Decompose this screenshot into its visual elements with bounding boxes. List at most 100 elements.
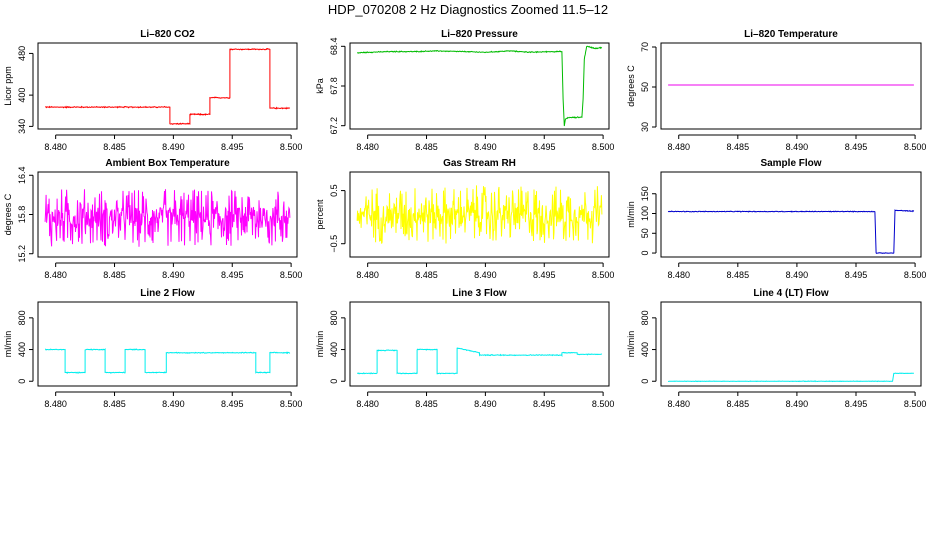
chart-panel-3: Li–820 Temperature degrees C 30 50 70 8.480 8.… bbox=[626, 29, 926, 152]
figure-title: HDP_070208 2 Hz Diagnostics Zoomed 11.5–… bbox=[328, 2, 608, 17]
plot-frame bbox=[660, 42, 922, 130]
panel-title: Li–820 Pressure bbox=[441, 29, 518, 40]
y-tick-label: 0 bbox=[640, 379, 650, 384]
x-tick-label: 8.495 bbox=[845, 270, 868, 280]
x-tick-label: 8.500 bbox=[592, 270, 615, 280]
panel-title: Line 4 (LT) Flow bbox=[753, 288, 829, 299]
x-tick-label: 8.495 bbox=[533, 399, 556, 409]
x-tick-label: 8.480 bbox=[667, 399, 690, 409]
x-tick-label: 8.495 bbox=[845, 399, 868, 409]
chart-panel-2: Li–820 Pressure kPa 67.2 67.8 68.4 8.480 8.485… bbox=[315, 29, 614, 152]
chart-panel-7: Line 2 Flow ml/min 0 400 800 8.480 8.485 8.490 8… bbox=[3, 288, 302, 409]
plot-frame bbox=[660, 301, 922, 387]
x-tick-label: 8.485 bbox=[103, 270, 126, 280]
y-tick-label: 800 bbox=[640, 310, 650, 325]
series-line bbox=[44, 347, 291, 374]
y-axis-label: kPa bbox=[315, 78, 325, 94]
y-axis-label: ml/min bbox=[626, 331, 636, 358]
y-axis-label: percent bbox=[315, 199, 325, 230]
y-tick-label: 400 bbox=[17, 88, 27, 103]
series-line bbox=[45, 48, 291, 126]
x-tick-label: 8.485 bbox=[415, 270, 438, 280]
x-tick-label: 8.500 bbox=[280, 270, 303, 280]
series-line bbox=[667, 372, 914, 383]
panel-title: Gas Stream RH bbox=[443, 158, 516, 169]
y-tick-label: 0 bbox=[329, 379, 339, 384]
plot-frame bbox=[37, 301, 298, 387]
chart-panel-6: Sample Flow ml/min 0 50 100 150 8.480 8.485 8.49… bbox=[626, 158, 926, 280]
plot-frame bbox=[37, 171, 298, 258]
x-tick-label: 8.480 bbox=[44, 142, 67, 152]
y-axis-label: ml/min bbox=[3, 331, 13, 358]
y-tick-label: 68.4 bbox=[329, 38, 339, 56]
x-tick-label: 8.500 bbox=[592, 142, 615, 152]
y-tick-label: 800 bbox=[329, 310, 339, 325]
y-tick-label: 30 bbox=[640, 122, 650, 132]
x-tick-label: 8.495 bbox=[221, 142, 244, 152]
chart-panel-8: Line 3 Flow ml/min 0 400 800 8.480 8.485 8.490 8… bbox=[315, 288, 614, 409]
plot-frame bbox=[349, 301, 610, 387]
y-tick-label: 15.2 bbox=[17, 245, 27, 263]
x-tick-label: 8.485 bbox=[415, 399, 438, 409]
x-tick-label: 8.490 bbox=[162, 142, 185, 152]
y-tick-label: 0 bbox=[640, 251, 650, 256]
x-tick-label: 8.490 bbox=[474, 142, 497, 152]
x-tick-label: 8.490 bbox=[786, 270, 809, 280]
y-tick-label: 400 bbox=[17, 342, 27, 357]
panel-title: Sample Flow bbox=[760, 158, 821, 169]
panel-title: Li–820 CO2 bbox=[140, 29, 195, 40]
y-axis-label: ml/min bbox=[315, 331, 325, 358]
x-tick-label: 8.485 bbox=[415, 142, 438, 152]
y-tick-label: 50 bbox=[640, 228, 650, 238]
x-tick-label: 8.500 bbox=[280, 142, 303, 152]
x-tick-label: 8.490 bbox=[786, 142, 809, 152]
x-tick-label: 8.490 bbox=[162, 399, 185, 409]
x-tick-label: 8.480 bbox=[356, 142, 379, 152]
chart-panel-4: Ambient Box Temperature degrees C 15.2 15.8… bbox=[3, 158, 302, 280]
y-tick-label: 67.2 bbox=[329, 117, 339, 135]
y-tick-label: 480 bbox=[17, 46, 27, 61]
panel-title: Line 3 Flow bbox=[452, 288, 507, 299]
series-line bbox=[356, 185, 603, 244]
x-tick-label: 8.485 bbox=[727, 270, 750, 280]
series-line bbox=[357, 347, 603, 375]
x-tick-label: 8.500 bbox=[904, 142, 927, 152]
x-tick-label: 8.500 bbox=[280, 399, 303, 409]
y-tick-label: 0 bbox=[17, 379, 27, 384]
x-tick-label: 8.490 bbox=[786, 399, 809, 409]
x-tick-label: 8.495 bbox=[221, 270, 244, 280]
y-axis-label: degrees C bbox=[626, 65, 636, 107]
x-tick-label: 8.485 bbox=[727, 142, 750, 152]
panel-title: Li–820 Temperature bbox=[744, 29, 838, 40]
x-tick-label: 8.480 bbox=[44, 270, 67, 280]
x-tick-label: 8.495 bbox=[533, 270, 556, 280]
x-tick-label: 8.495 bbox=[221, 399, 244, 409]
series-line bbox=[667, 209, 915, 255]
panel-title: Ambient Box Temperature bbox=[105, 158, 230, 169]
y-tick-label: 800 bbox=[17, 310, 27, 325]
x-tick-label: 8.480 bbox=[667, 142, 690, 152]
series-line bbox=[44, 189, 291, 247]
y-tick-label: 100 bbox=[640, 206, 650, 221]
x-tick-label: 8.500 bbox=[592, 399, 615, 409]
y-tick-label: 70 bbox=[640, 42, 650, 52]
x-tick-label: 8.500 bbox=[904, 399, 927, 409]
panel-title: Line 2 Flow bbox=[140, 288, 195, 299]
panels-group: Li–820 CO2 Licor ppm 340 400 480 8.480 8.485 8.… bbox=[3, 29, 926, 409]
plot-frame bbox=[660, 171, 922, 258]
y-tick-label: 400 bbox=[640, 342, 650, 357]
x-tick-label: 8.480 bbox=[356, 270, 379, 280]
y-axis-label: ml/min bbox=[626, 201, 636, 228]
plot-frame bbox=[349, 171, 610, 258]
x-tick-label: 8.485 bbox=[103, 399, 126, 409]
x-tick-label: 8.495 bbox=[533, 142, 556, 152]
x-tick-label: 8.490 bbox=[162, 270, 185, 280]
y-axis-label: degrees C bbox=[3, 193, 13, 235]
chart-panel-5: Gas Stream RH percent −0.5 0.5 8.480 8.485 8.4… bbox=[315, 158, 614, 280]
x-tick-label: 8.500 bbox=[904, 270, 927, 280]
y-tick-label: 67.8 bbox=[329, 77, 339, 95]
x-tick-label: 8.480 bbox=[44, 399, 67, 409]
y-tick-label: 340 bbox=[17, 119, 27, 134]
x-tick-label: 8.485 bbox=[727, 399, 750, 409]
